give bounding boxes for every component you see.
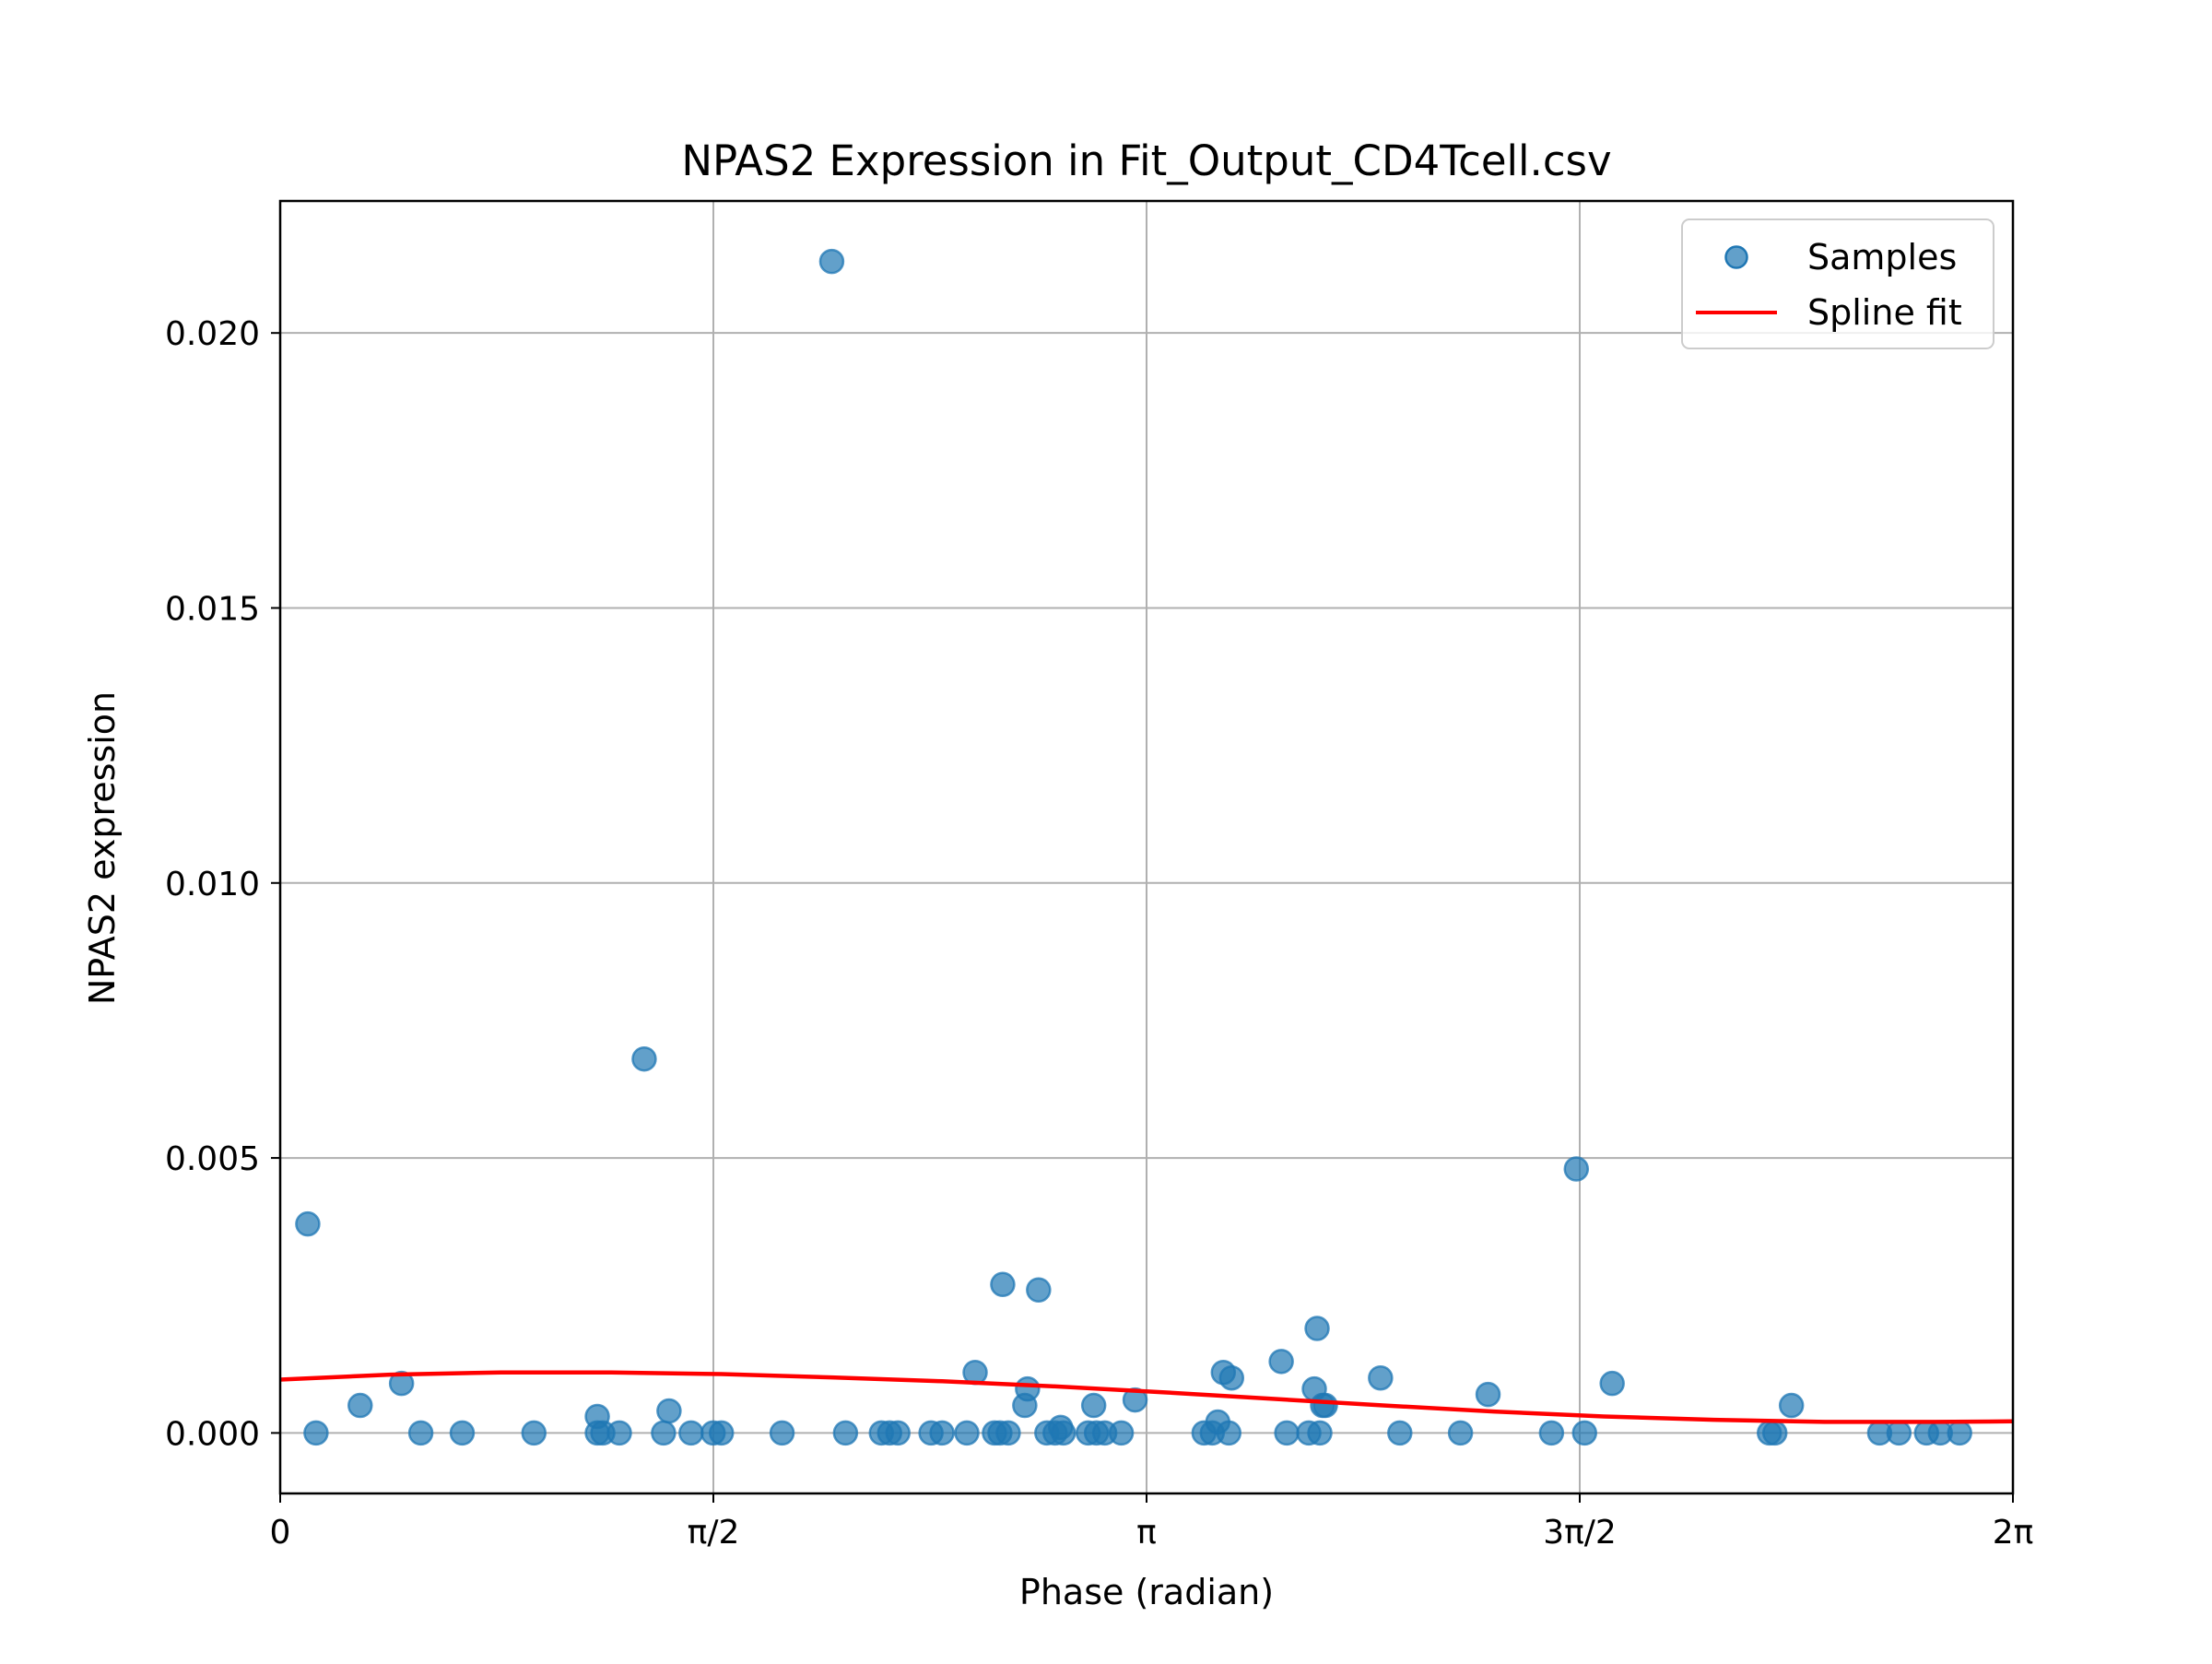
sample-point xyxy=(1761,1420,1788,1446)
sample-point xyxy=(1475,1381,1501,1408)
sample-point xyxy=(1304,1316,1330,1341)
y-tick-label: 0.005 xyxy=(165,1140,260,1178)
spline-fit-line xyxy=(279,1370,2014,1424)
sample-point xyxy=(1051,1420,1077,1446)
sample-point xyxy=(449,1420,476,1446)
sample-point xyxy=(295,1210,321,1237)
sample-point xyxy=(929,1420,955,1446)
sample-point xyxy=(769,1420,795,1446)
x-tick-label: π xyxy=(1136,1514,1157,1552)
sample-point xyxy=(1778,1392,1805,1419)
sample-point xyxy=(1122,1387,1148,1413)
sample-point xyxy=(818,248,845,275)
sample-point xyxy=(631,1045,657,1072)
x-axis-label: Phase (radian) xyxy=(1019,1572,1274,1612)
sample-point xyxy=(1538,1420,1565,1446)
sample-point xyxy=(1216,1420,1242,1446)
sample-point xyxy=(1108,1420,1135,1446)
sample-point xyxy=(303,1420,329,1446)
sample-point xyxy=(1387,1420,1413,1446)
plot-series xyxy=(279,248,2014,1446)
sample-point xyxy=(1563,1156,1590,1182)
axis-ticks: 0 π/2 π 3π/2 2π 0.000 0.005 0.010 0.015 0.020 xyxy=(165,315,2033,1552)
sample-point xyxy=(1274,1420,1300,1446)
sample-point xyxy=(995,1420,1021,1446)
y-tick-label: 0.010 xyxy=(165,866,260,903)
sample-point xyxy=(521,1420,547,1446)
sample-point xyxy=(1886,1420,1912,1446)
legend-frame xyxy=(1681,218,1994,349)
sample-point xyxy=(1599,1370,1625,1397)
sample-point xyxy=(885,1420,911,1446)
x-tick-label: π/2 xyxy=(688,1514,740,1552)
legend-samples-marker xyxy=(1724,245,1748,269)
sample-point xyxy=(678,1420,704,1446)
y-tick-label: 0.015 xyxy=(165,590,260,628)
sample-point xyxy=(656,1398,682,1424)
sample-point xyxy=(954,1420,980,1446)
sample-point xyxy=(1026,1277,1052,1304)
sample-point xyxy=(708,1420,735,1446)
sample-point xyxy=(1447,1420,1474,1446)
legend-spline-label: Spline fit xyxy=(1807,292,1962,333)
sample-point xyxy=(1368,1364,1394,1391)
sample-point xyxy=(388,1370,415,1397)
sample-point xyxy=(832,1420,859,1446)
x-tick-label: 2π xyxy=(1993,1514,2034,1552)
sample-point xyxy=(990,1271,1016,1298)
sample-point xyxy=(1218,1364,1245,1391)
chart-title: NPAS2 Expression in Fit_Output_CD4Tcell.… xyxy=(681,136,1611,185)
sample-point xyxy=(1947,1420,1972,1446)
y-axis-label: NPAS2 expression xyxy=(82,691,123,1005)
y-tick-label: 0.000 xyxy=(165,1415,260,1453)
sample-point xyxy=(651,1420,677,1446)
x-tick-label: 3π/2 xyxy=(1543,1514,1617,1552)
sample-point xyxy=(1571,1420,1598,1446)
sample-point xyxy=(347,1392,373,1419)
legend: Samples Spline fit xyxy=(1681,218,1994,349)
sample-point xyxy=(407,1420,434,1446)
legend-samples-label: Samples xyxy=(1807,237,1957,277)
sample-point xyxy=(1312,1392,1338,1419)
x-tick-label: 0 xyxy=(270,1514,291,1552)
sample-point xyxy=(1268,1349,1294,1375)
y-tick-label: 0.020 xyxy=(165,315,260,353)
sample-point xyxy=(606,1420,632,1446)
sample-point xyxy=(1080,1392,1107,1419)
sample-point xyxy=(1015,1375,1041,1402)
sample-point xyxy=(1307,1420,1333,1446)
